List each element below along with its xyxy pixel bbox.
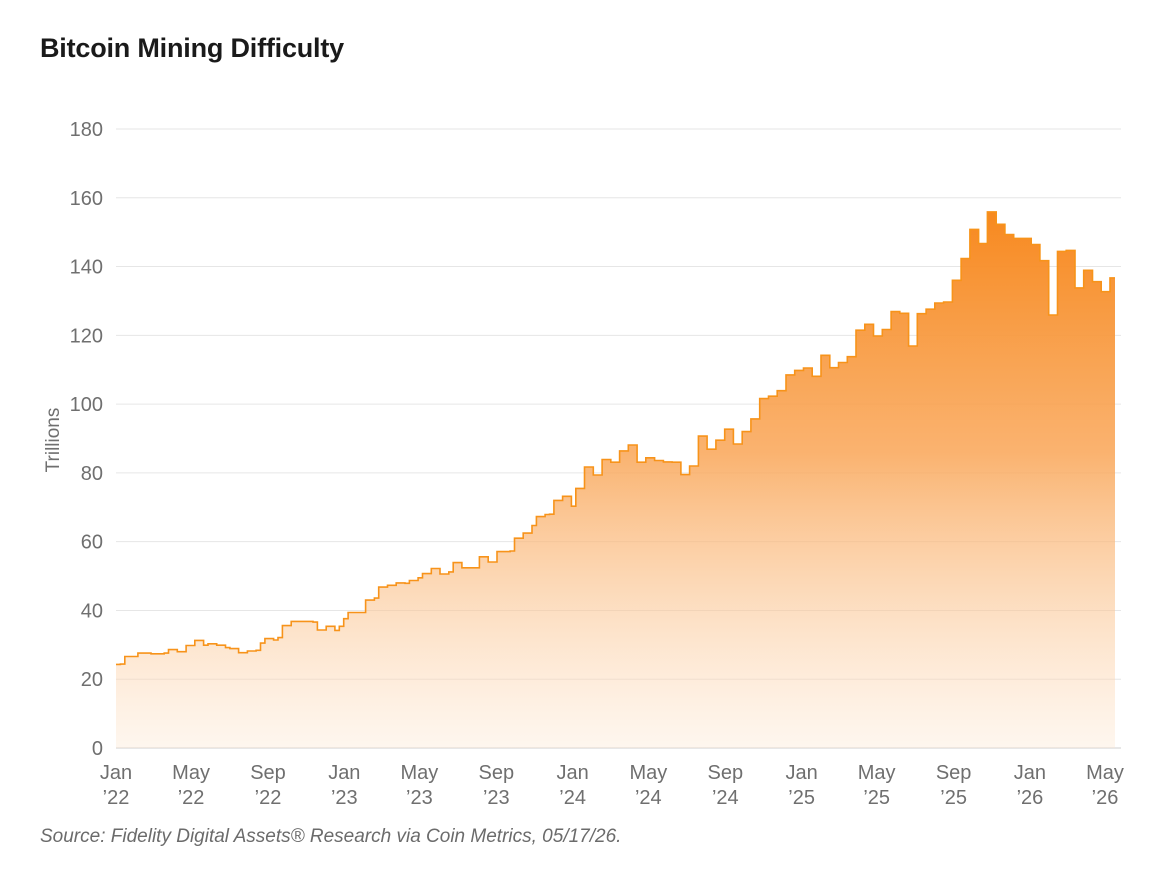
x-tick-label-year: ’23: [331, 787, 358, 809]
source-note: Source: Fidelity Digital Assets® Researc…: [40, 826, 622, 847]
chart-series: [116, 211, 1115, 748]
y-tick-label: 140: [70, 257, 103, 279]
x-tick-label-year: ’24: [712, 787, 739, 809]
x-tick-label: May: [400, 762, 438, 784]
x-tick-label: Jan: [328, 762, 360, 784]
x-tick-label: May: [172, 762, 210, 784]
x-tick-label-year: ’24: [559, 787, 586, 809]
difficulty-line: [116, 211, 1115, 666]
y-tick-label: 40: [81, 600, 103, 622]
x-axis-ticks: Jan ’22 May ’22 Sep ’22 Jan ’23 May ’23 Sep ’23 Jan ’…: [100, 762, 1124, 809]
x-tick-label: May: [1086, 762, 1124, 784]
x-tick-label: Jan: [785, 762, 817, 784]
x-tick-label-year: ’25: [788, 787, 815, 809]
x-tick-label: Jan: [557, 762, 589, 784]
x-tick-label-year: ’22: [178, 787, 205, 809]
y-tick-label: 0: [92, 738, 103, 760]
x-tick-label-year: ’24: [635, 787, 662, 809]
x-tick-label: Sep: [479, 762, 515, 784]
x-tick-label: Sep: [707, 762, 743, 784]
x-tick-label: Jan: [100, 762, 132, 784]
y-axis-label: Trillions: [43, 408, 64, 473]
x-tick-label-year: ’22: [103, 787, 130, 809]
y-tick-label: 160: [70, 188, 103, 210]
y-tick-label: 180: [70, 119, 103, 141]
x-tick-label-year: ’23: [406, 787, 433, 809]
y-tick-label: 60: [81, 532, 103, 554]
y-tick-label: 100: [70, 394, 103, 416]
x-tick-label-year: ’26: [1017, 787, 1044, 809]
chart-title: Bitcoin Mining Difficulty: [40, 33, 344, 63]
difficulty-area: [116, 211, 1115, 748]
x-tick-label: May: [858, 762, 896, 784]
y-axis-ticks: 0 20 40 60 80 100 120 140 160 180: [70, 119, 103, 760]
x-tick-label: Jan: [1014, 762, 1046, 784]
x-tick-label: Sep: [936, 762, 972, 784]
x-tick-label: Sep: [250, 762, 286, 784]
x-tick-label: May: [629, 762, 667, 784]
x-tick-label-year: ’22: [255, 787, 282, 809]
x-tick-label-year: ’26: [1092, 787, 1119, 809]
y-tick-label: 20: [81, 669, 103, 691]
y-tick-label: 80: [81, 463, 103, 485]
x-tick-label-year: ’23: [483, 787, 510, 809]
x-tick-label-year: ’25: [940, 787, 967, 809]
x-tick-label-year: ’25: [863, 787, 890, 809]
y-tick-label: 120: [70, 325, 103, 347]
